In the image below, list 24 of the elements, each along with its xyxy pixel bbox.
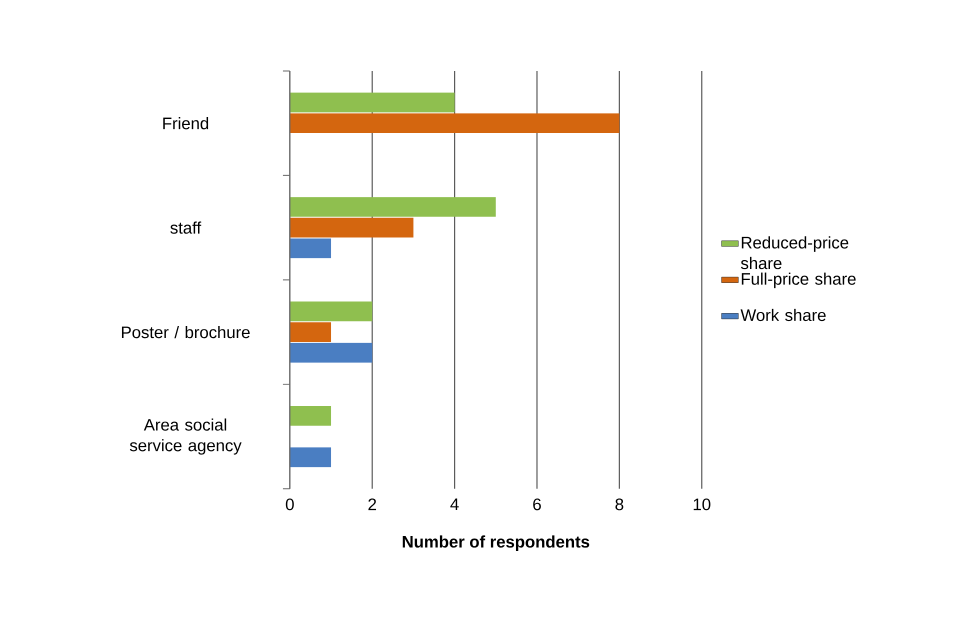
y-tick-label: Friend — [163, 117, 208, 130]
bar — [290, 238, 332, 258]
bar — [290, 92, 455, 113]
bar — [290, 114, 620, 134]
x-tick-label: 8 — [615, 498, 624, 511]
legend-label: Reduced-price share — [740, 236, 848, 270]
x-tick-label: 2 — [368, 498, 376, 510]
bar — [290, 197, 496, 218]
x-tick-label: 6 — [533, 498, 541, 511]
x-tick-label: 0 — [286, 498, 294, 511]
bar — [290, 343, 372, 363]
legend-label: Full-price share — [742, 272, 856, 288]
bar — [290, 448, 332, 468]
bar — [290, 218, 414, 238]
x-tick-label: 4 — [450, 498, 459, 510]
y-tick-label: Area social service agency — [130, 418, 242, 455]
bar — [290, 302, 372, 322]
bar — [290, 322, 332, 342]
y-tick-label: staff — [170, 222, 202, 234]
x-axis-title: Number of respondents — [402, 536, 590, 552]
legend-label: Work share — [740, 309, 826, 322]
bar — [290, 406, 332, 426]
x-tick-label: 10 — [694, 498, 710, 511]
y-tick-label: Poster / brochure — [122, 326, 250, 338]
